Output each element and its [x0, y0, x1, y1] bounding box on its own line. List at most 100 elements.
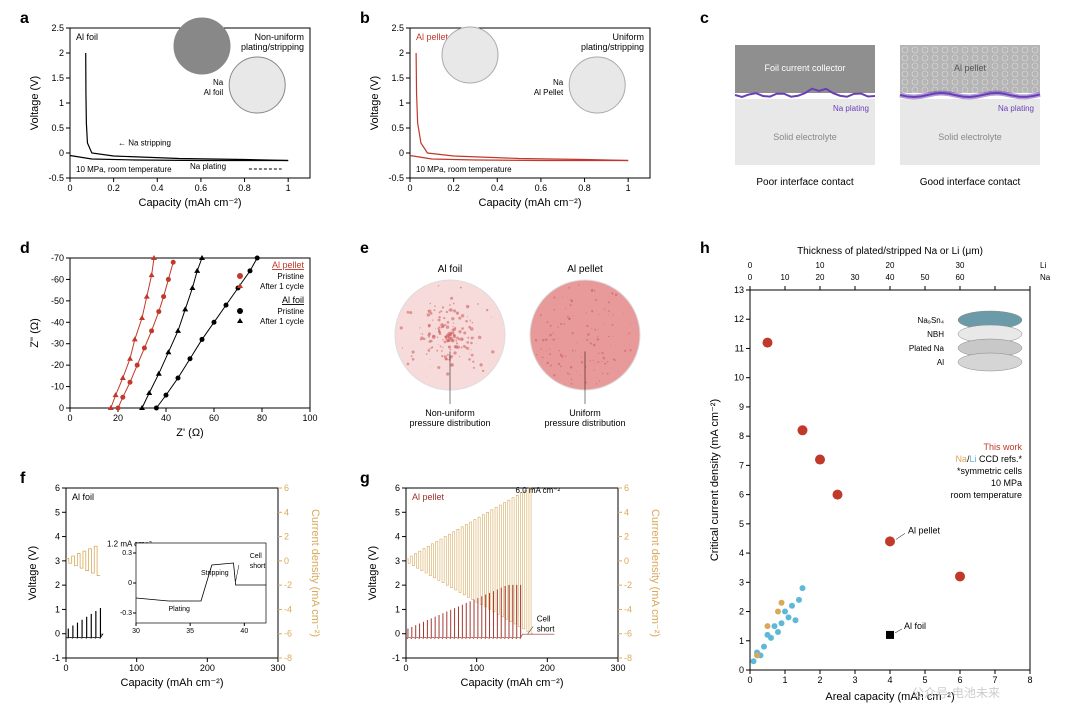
svg-text:100: 100 [469, 663, 484, 673]
svg-text:Al foil: Al foil [72, 492, 94, 502]
svg-text:35: 35 [186, 628, 194, 635]
svg-text:6: 6 [624, 483, 629, 493]
svg-text:0.2: 0.2 [107, 183, 120, 193]
svg-text:1: 1 [395, 604, 400, 614]
svg-text:0: 0 [59, 403, 64, 413]
svg-text:20: 20 [816, 273, 825, 282]
svg-text:Al foil: Al foil [282, 295, 304, 305]
svg-text:0.6: 0.6 [535, 183, 548, 193]
svg-text:Pristine: Pristine [277, 272, 304, 281]
svg-text:40: 40 [886, 273, 895, 282]
svg-text:30: 30 [956, 261, 965, 270]
svg-text:0.4: 0.4 [151, 183, 164, 193]
svg-text:2: 2 [55, 580, 60, 590]
svg-text:1: 1 [782, 675, 787, 685]
panel-b: b 00.20.40.60.81-0.500.511.522.5Capacity… [360, 10, 670, 215]
svg-text:8: 8 [1027, 675, 1032, 685]
svg-text:Uniformplating/stripping: Uniformplating/stripping [581, 32, 644, 52]
svg-text:2: 2 [739, 607, 744, 617]
svg-text:Cellshort: Cellshort [537, 615, 556, 634]
svg-text:50: 50 [921, 273, 930, 282]
svg-text:10: 10 [781, 273, 790, 282]
svg-text:Na plating: Na plating [833, 104, 869, 113]
svg-text:0: 0 [399, 148, 404, 158]
svg-text:Pristine: Pristine [277, 307, 304, 316]
svg-text:-40: -40 [51, 317, 64, 327]
svg-text:11: 11 [735, 343, 744, 353]
svg-text:Current density (mA cm⁻²): Current density (mA cm⁻²) [309, 509, 321, 637]
svg-text:30: 30 [132, 628, 140, 635]
svg-text:Thickness of plated/stripped N: Thickness of plated/stripped Na or Li (μ… [797, 246, 983, 257]
panel-a-chart: 00.20.40.60.81-0.500.511.522.5Capacity (… [20, 10, 330, 215]
panel-e: e Al foilNon-uniformpressure distributio… [360, 240, 670, 445]
svg-text:7: 7 [739, 460, 744, 470]
svg-text:200: 200 [200, 663, 215, 673]
svg-text:Na/Li CCD refs.*: Na/Li CCD refs.* [955, 454, 1022, 464]
svg-text:2: 2 [395, 580, 400, 590]
svg-text:40: 40 [240, 628, 248, 635]
svg-text:2: 2 [399, 48, 404, 58]
svg-text:300: 300 [610, 663, 625, 673]
panel-g-chart: 0100200300-10123456-8-6-4-20246Capacity … [360, 470, 670, 700]
svg-text:Capacity (mAh cm⁻²): Capacity (mAh cm⁻²) [139, 197, 242, 209]
svg-text:60: 60 [209, 413, 219, 423]
svg-text:0: 0 [67, 183, 72, 193]
svg-text:1: 1 [739, 636, 744, 646]
svg-text:0: 0 [128, 580, 132, 587]
svg-text:5: 5 [395, 507, 400, 517]
svg-text:1: 1 [626, 183, 631, 193]
panel-a: a 00.20.40.60.81-0.500.511.522.5Capacity… [20, 10, 330, 215]
svg-text:4: 4 [55, 532, 60, 542]
svg-text:8: 8 [739, 431, 744, 441]
svg-text:-1: -1 [52, 653, 60, 663]
svg-text:3: 3 [739, 577, 744, 587]
svg-text:1: 1 [55, 604, 60, 614]
svg-text:Al pellet: Al pellet [272, 260, 305, 270]
svg-text:0: 0 [407, 183, 412, 193]
svg-text:60: 60 [956, 273, 965, 282]
svg-text:30: 30 [851, 273, 860, 282]
svg-text:2: 2 [284, 532, 289, 542]
svg-text:-4: -4 [284, 604, 292, 614]
svg-text:Foil current collector: Foil current collector [764, 63, 845, 73]
svg-text:0.4: 0.4 [491, 183, 504, 193]
svg-text:200: 200 [540, 663, 555, 673]
svg-text:2: 2 [817, 675, 822, 685]
svg-text:Non-uniformpressure distributi: Non-uniformpressure distribution [409, 408, 490, 428]
panel-c: c Foil current collectorSolid electrolyt… [700, 10, 1060, 215]
svg-text:0.5: 0.5 [391, 123, 404, 133]
svg-text:Al pellet: Al pellet [412, 492, 445, 502]
svg-text:2.5: 2.5 [51, 23, 64, 33]
svg-text:Plated Na: Plated Na [909, 344, 945, 353]
svg-text:4: 4 [887, 675, 892, 685]
svg-text:10 MPa: 10 MPa [991, 478, 1022, 488]
svg-text:5: 5 [739, 519, 744, 529]
svg-text:-70: -70 [51, 253, 64, 263]
svg-text:0: 0 [284, 556, 289, 566]
svg-text:0: 0 [747, 675, 752, 685]
svg-text:4: 4 [624, 507, 629, 517]
svg-text:0: 0 [63, 663, 68, 673]
svg-text:Al pellet: Al pellet [954, 63, 987, 73]
watermark: 公众号·电池未来 [912, 684, 1000, 701]
svg-text:0: 0 [55, 629, 60, 639]
panel-e-maps: Al foilNon-uniformpressure distributionA… [360, 240, 670, 445]
svg-text:6: 6 [55, 483, 60, 493]
svg-text:40: 40 [161, 413, 171, 423]
svg-text:0.5: 0.5 [51, 123, 64, 133]
svg-text:*symmetric cells: *symmetric cells [957, 466, 1023, 476]
svg-text:0: 0 [748, 261, 753, 270]
svg-text:10: 10 [816, 261, 825, 270]
svg-text:Solid electrolyte: Solid electrolyte [773, 132, 837, 142]
svg-text:9: 9 [739, 402, 744, 412]
panel-g: g 0100200300-10123456-8-6-4-20246Capacit… [360, 470, 670, 700]
svg-text:-30: -30 [51, 339, 64, 349]
svg-text:NaAl foil: NaAl foil [204, 78, 224, 97]
svg-text:-2: -2 [284, 580, 292, 590]
svg-text:Critical current density (mA c: Critical current density (mA cm⁻²) [709, 399, 721, 561]
svg-text:Voltage (V): Voltage (V) [367, 546, 379, 600]
svg-text:Plating: Plating [169, 606, 191, 613]
svg-text:← Na stripping: ← Na stripping [118, 139, 171, 148]
svg-text:1.5: 1.5 [51, 73, 64, 83]
svg-text:-0.5: -0.5 [48, 173, 64, 183]
